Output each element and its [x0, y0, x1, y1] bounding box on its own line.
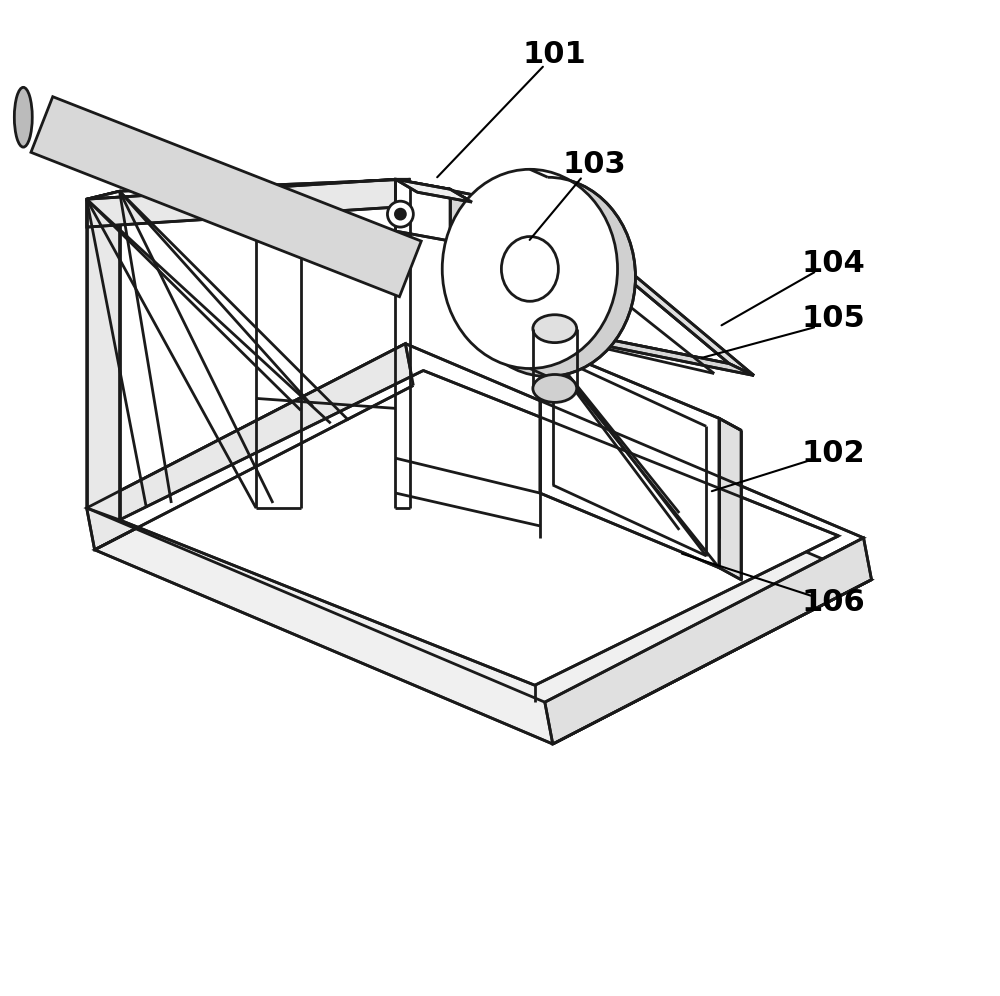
Text: 106: 106	[802, 588, 866, 618]
Polygon shape	[95, 385, 872, 744]
Polygon shape	[719, 418, 741, 580]
Polygon shape	[87, 344, 413, 550]
Text: 103: 103	[563, 149, 626, 179]
Polygon shape	[87, 191, 120, 520]
Text: 101: 101	[523, 40, 587, 70]
Text: 102: 102	[802, 438, 865, 468]
Ellipse shape	[442, 169, 618, 369]
Polygon shape	[31, 97, 421, 297]
Polygon shape	[545, 538, 872, 744]
Polygon shape	[395, 179, 729, 364]
Ellipse shape	[460, 177, 635, 376]
Polygon shape	[450, 189, 472, 254]
Polygon shape	[395, 179, 450, 241]
Polygon shape	[87, 344, 864, 702]
Polygon shape	[540, 344, 719, 568]
Polygon shape	[120, 371, 839, 685]
Polygon shape	[545, 209, 754, 375]
Ellipse shape	[14, 88, 32, 147]
Polygon shape	[87, 179, 395, 227]
Ellipse shape	[501, 237, 558, 301]
Ellipse shape	[533, 374, 577, 402]
Ellipse shape	[533, 315, 577, 343]
Circle shape	[387, 201, 413, 227]
Polygon shape	[395, 179, 472, 202]
Polygon shape	[87, 179, 410, 199]
Polygon shape	[580, 334, 754, 375]
Text: 105: 105	[802, 304, 866, 334]
Text: 104: 104	[802, 249, 866, 279]
Circle shape	[395, 209, 405, 219]
